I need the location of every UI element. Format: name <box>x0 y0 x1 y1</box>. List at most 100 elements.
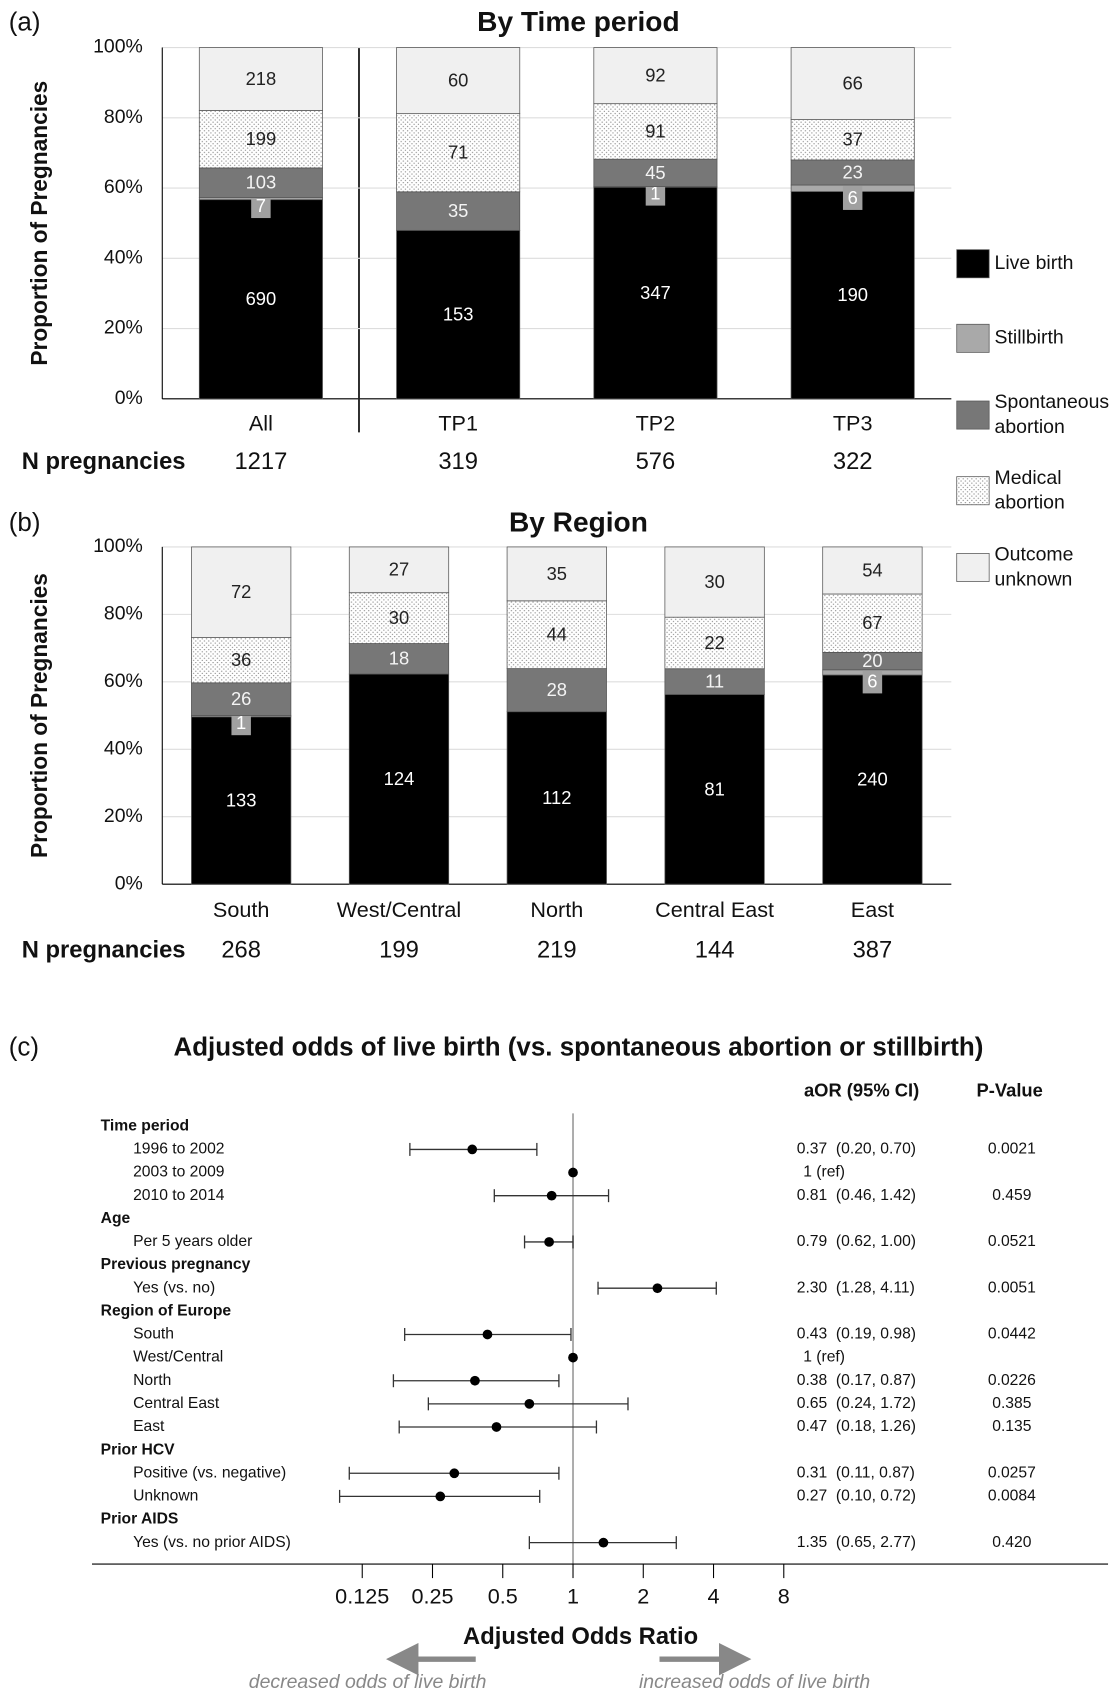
group-label: Previous pregnancy <box>101 1256 251 1273</box>
row-label: Yes (vs. no) <box>133 1279 215 1296</box>
label-box <box>842 186 863 210</box>
n-label: N pregnancies <box>22 448 186 475</box>
row-label: Per 5 years older <box>133 1233 252 1250</box>
panel-label: (a) <box>9 9 41 37</box>
y-tick-label: 60% <box>104 176 143 198</box>
value-label: 18 <box>389 648 409 669</box>
bar-segment <box>822 546 923 595</box>
bar-segment <box>198 167 323 199</box>
value-label: 91 <box>645 120 665 141</box>
bar-segment <box>396 229 521 400</box>
y-tick-label: 40% <box>104 737 143 759</box>
group-label: Prior HCV <box>101 1441 176 1458</box>
legend-swatch <box>956 553 990 582</box>
y-axis-title: Proportion of Pregnancies <box>26 81 52 366</box>
x-axis-title: Adjusted Odds Ratio <box>463 1623 698 1650</box>
x-tick-label: All <box>249 410 273 435</box>
value-label: 92 <box>645 65 665 86</box>
point-estimate <box>544 1237 554 1247</box>
value-label: 28 <box>547 679 567 700</box>
legend-swatch <box>956 476 990 506</box>
y-tick-label: 100% <box>93 535 143 557</box>
legend-line: abortion <box>995 492 1065 514</box>
value-label: 54 <box>862 559 882 580</box>
n-label: N pregnancies <box>22 936 186 963</box>
point-estimate <box>568 1167 578 1178</box>
ci-label: 0.65 (0.24, 1.72) <box>797 1395 916 1412</box>
point-estimate <box>467 1144 478 1155</box>
x-tick-label: Central East <box>655 897 774 922</box>
value-label: 1 <box>236 712 246 733</box>
p-value: 0.0051 <box>988 1279 1036 1296</box>
bar-segment <box>191 682 292 716</box>
y-tick-label: 80% <box>104 603 143 625</box>
point-estimate <box>524 1398 535 1409</box>
y-axis-title: Proportion of Pregnancies <box>26 573 52 858</box>
legend-label: Stillbirth <box>995 326 1064 348</box>
row-label: Central East <box>133 1395 220 1412</box>
bar-segment <box>506 600 607 669</box>
bar-segment <box>198 47 323 111</box>
value-label: 347 <box>640 282 671 303</box>
n-value: 319 <box>438 448 478 475</box>
x-tick-label: 0.125 <box>335 1583 389 1608</box>
n-value: 387 <box>853 936 893 963</box>
n-value: 322 <box>833 448 873 475</box>
x-tick-label: 2 <box>637 1583 649 1608</box>
y-tick-label: 60% <box>104 670 143 692</box>
group-label: Prior AIDS <box>101 1511 179 1528</box>
legend-swatch <box>956 249 990 279</box>
ci-label: 1.35 (0.65, 2.77) <box>797 1534 916 1551</box>
group-label: Age <box>101 1210 131 1227</box>
row-label: East <box>133 1418 165 1435</box>
bar-segment <box>396 113 521 193</box>
ci-label: 0.37 (0.20, 0.70) <box>797 1141 916 1158</box>
p-value: 0.0084 <box>988 1488 1036 1505</box>
row-label: West/Central <box>133 1349 223 1366</box>
x-tick-label: 8 <box>778 1583 790 1608</box>
point-estimate <box>568 1352 578 1363</box>
x-tick-label: East <box>851 897 894 922</box>
x-tick-label: 0.25 <box>411 1583 453 1608</box>
row-label: Positive (vs. negative) <box>133 1464 286 1481</box>
bar-segment <box>348 592 450 644</box>
label-box <box>231 711 251 736</box>
legend-line: Spontaneous <box>995 391 1115 413</box>
chart-title: Adjusted odds of live birth (vs. spontan… <box>173 1033 983 1061</box>
row-label: North <box>133 1372 171 1389</box>
label-box <box>251 194 271 219</box>
value-label: 6 <box>867 670 877 691</box>
p-value: 0.385 <box>992 1395 1031 1412</box>
bar-segment <box>790 191 915 400</box>
chart-title: By Time period <box>477 6 679 37</box>
bar-segment <box>506 546 607 602</box>
bar-segment <box>593 158 718 187</box>
legend-line: Outcome <box>995 544 1079 566</box>
bar-segment <box>664 616 765 670</box>
x-tick-label: North <box>530 897 583 922</box>
bar-segment <box>664 546 765 618</box>
value-label: 27 <box>389 559 409 580</box>
n-value: 268 <box>221 936 261 963</box>
row-label: 2003 to 2009 <box>133 1164 224 1181</box>
value-label: 44 <box>547 624 567 645</box>
ci-label: 0.79 (0.62, 1.00) <box>797 1233 916 1250</box>
value-label: 66 <box>842 73 862 94</box>
bar-segment <box>822 674 923 885</box>
bar-segment <box>348 643 450 675</box>
point-estimate <box>449 1468 460 1479</box>
x-tick-label: South <box>213 897 269 922</box>
value-label: 124 <box>384 768 415 789</box>
panel-label: (c) <box>9 1033 39 1061</box>
y-tick-label: 0% <box>115 872 143 894</box>
ci-label: 0.27 (0.10, 0.72) <box>797 1488 916 1505</box>
x-tick-label: TP3 <box>833 410 873 435</box>
y-tick-label: 100% <box>93 36 143 58</box>
chart-title: By Region <box>509 507 648 538</box>
annotation: increased odds of live birth <box>639 1671 870 1693</box>
bar-segment <box>593 103 718 160</box>
legend-line: unknown <box>995 569 1073 591</box>
ci-label: 2.30 (1.28, 4.11) <box>797 1279 915 1296</box>
value-label: 81 <box>704 778 724 799</box>
point-estimate <box>491 1422 502 1432</box>
